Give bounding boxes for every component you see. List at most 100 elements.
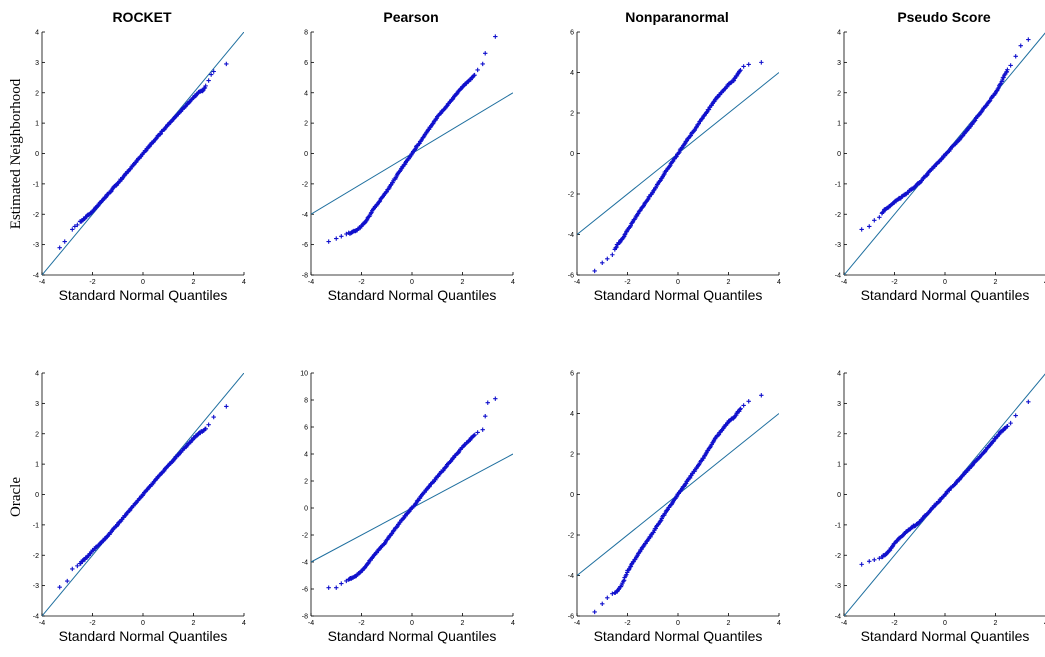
- data-point: [738, 406, 743, 411]
- y-tick-label: 4: [35, 371, 39, 378]
- x-tick-label: -4: [308, 620, 314, 627]
- data-point: [455, 450, 461, 456]
- data-point: [872, 557, 877, 563]
- data-point: [592, 268, 597, 274]
- data-point: [673, 155, 678, 160]
- data-point: [108, 189, 113, 195]
- data-point: [637, 208, 643, 213]
- column-title-pseudo-score: Pseudo Score: [897, 9, 991, 25]
- x-tick-label: -4: [841, 279, 847, 286]
- qq-panel: -4 -2 0 2 4 -8 -6 -4 -2 0 2 4 6 8 10 Standard Normal Qu…: [300, 371, 515, 645]
- x-tick-label: 2: [994, 279, 998, 286]
- data-point: [759, 60, 764, 65]
- qq-points: [57, 404, 229, 590]
- y-tick-label: -2: [835, 212, 841, 219]
- data-point: [224, 61, 229, 67]
- y-tick-label: 1: [35, 121, 39, 128]
- x-tick-label: 0: [943, 279, 947, 286]
- x-tick-label: 4: [511, 620, 515, 627]
- qq-points: [592, 393, 764, 615]
- y-tick-label: 6: [304, 425, 308, 432]
- data-point: [704, 110, 709, 115]
- data-point: [416, 141, 421, 147]
- y-tick-label: 8: [304, 30, 308, 37]
- y-tick-label: -3: [33, 242, 39, 249]
- x-axis-label: Standard Normal Quantiles: [861, 287, 1030, 303]
- data-point: [1008, 420, 1013, 426]
- y-tick-label: -1: [33, 181, 39, 188]
- y-tick-label: 2: [304, 479, 308, 486]
- y-tick-label: 2: [35, 431, 39, 438]
- x-axis-label: Standard Normal Quantiles: [328, 628, 497, 644]
- data-point: [996, 85, 1001, 91]
- data-point: [485, 400, 490, 405]
- data-point: [200, 88, 205, 94]
- y-tick-label: 3: [837, 60, 841, 67]
- y-tick-label: 0: [304, 506, 308, 513]
- y-tick-label: 6: [304, 60, 308, 67]
- data-point: [706, 107, 712, 112]
- x-tick-label: 0: [676, 279, 680, 286]
- y-tick-label: -4: [302, 212, 308, 219]
- y-tick-label: -6: [568, 273, 574, 280]
- data-point: [388, 183, 393, 188]
- data-point: [613, 245, 618, 251]
- data-point: [211, 414, 216, 420]
- y-tick-label: 4: [304, 90, 308, 97]
- data-point: [1001, 75, 1006, 80]
- y-tick-label: -2: [33, 553, 39, 560]
- y-tick-label: -3: [33, 583, 39, 590]
- data-point: [960, 472, 966, 478]
- x-axis-label: Standard Normal Quantiles: [861, 628, 1030, 644]
- data-point: [674, 154, 679, 159]
- x-tick-label: -4: [39, 279, 45, 286]
- data-point: [334, 236, 339, 241]
- data-point: [1000, 77, 1005, 83]
- x-tick-label: 4: [242, 620, 246, 627]
- x-axis-label: Standard Normal Quantiles: [59, 287, 228, 303]
- data-point: [605, 256, 610, 261]
- y-tick-label: -2: [568, 533, 574, 540]
- data-point: [57, 245, 62, 250]
- data-point: [610, 252, 615, 257]
- data-point: [704, 109, 710, 114]
- x-tick-label: -4: [574, 620, 580, 627]
- data-point: [472, 72, 477, 78]
- x-tick-label: -2: [89, 279, 95, 286]
- y-tick-label: -2: [835, 553, 841, 560]
- y-tick-label: 3: [35, 60, 39, 67]
- x-tick-label: 2: [727, 279, 731, 286]
- y-tick-label: -2: [302, 181, 308, 188]
- y-tick-label: -8: [302, 273, 308, 280]
- x-axis-label: Standard Normal Quantiles: [59, 628, 228, 644]
- x-tick-label: -2: [891, 279, 897, 286]
- data-point: [732, 76, 737, 81]
- x-tick-label: 4: [777, 279, 781, 286]
- data-point: [721, 424, 727, 430]
- column-title-pearson: Pearson: [383, 9, 438, 25]
- data-point: [493, 34, 498, 39]
- data-point: [679, 145, 684, 151]
- y-tick-label: -2: [33, 212, 39, 219]
- row-label-oracle: Oracle: [8, 477, 24, 517]
- data-point: [600, 601, 605, 607]
- y-tick-label: -2: [568, 192, 574, 199]
- data-point: [480, 427, 485, 432]
- data-point: [206, 78, 211, 83]
- x-tick-label: 0: [141, 620, 145, 627]
- data-point: [887, 548, 892, 553]
- data-point: [746, 399, 751, 404]
- data-point: [334, 585, 339, 590]
- y-tick-label: 4: [304, 452, 308, 459]
- data-point: [388, 532, 394, 537]
- data-point: [859, 562, 864, 567]
- data-point: [741, 403, 746, 408]
- data-point: [480, 61, 485, 67]
- y-tick-label: 0: [570, 492, 574, 499]
- x-tick-label: 4: [242, 279, 246, 286]
- x-tick-label: -4: [308, 279, 314, 286]
- x-tick-label: 0: [676, 620, 680, 627]
- y-tick-label: 0: [35, 492, 39, 499]
